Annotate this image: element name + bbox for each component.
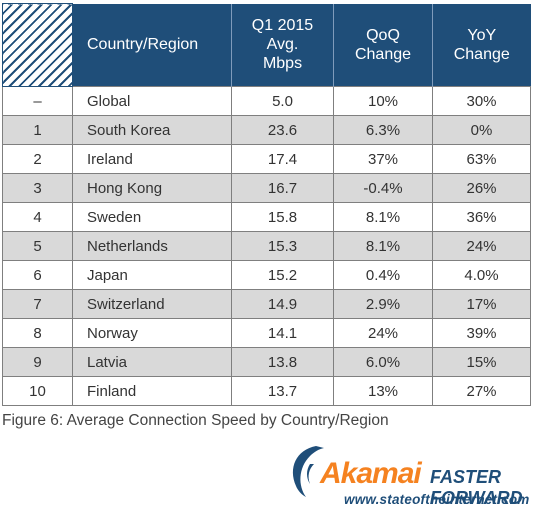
qoq-change-cell: 6.3% <box>333 115 433 145</box>
rank-cell: 1 <box>2 115 73 145</box>
avg-speed-cell: 16.7 <box>231 173 334 203</box>
country-cell: Finland <box>72 376 232 406</box>
table-row: 3 Hong Kong 16.7 -0.4% 26% <box>2 173 531 203</box>
avg-speed-cell: 23.6 <box>231 115 334 145</box>
qoq-change-cell: 37% <box>333 144 433 174</box>
country-cell: Norway <box>72 318 232 348</box>
qoq-change-cell: 8.1% <box>333 231 433 261</box>
rank-cell: 6 <box>2 260 73 290</box>
table-row: 8 Norway 14.1 24% 39% <box>2 318 531 348</box>
country-cell: Switzerland <box>72 289 232 319</box>
akamai-branding: Akamai FASTER FORWARD www.stateoftheinte… <box>286 440 556 508</box>
yoy-change-cell: 36% <box>432 202 531 232</box>
yoy-change-cell: 39% <box>432 318 531 348</box>
table-row: 7 Switzerland 14.9 2.9% 17% <box>2 289 531 319</box>
avg-speed-cell: 5.0 <box>231 86 334 116</box>
yoy-change-cell: 0% <box>432 115 531 145</box>
akamai-swoosh-icon <box>292 446 324 497</box>
qoq-change-cell: 6.0% <box>333 347 433 377</box>
rank-cell: 3 <box>2 173 73 203</box>
qoq-change-cell: 2.9% <box>333 289 433 319</box>
country-cell: Ireland <box>72 144 232 174</box>
yoy-change-cell: 27% <box>432 376 531 406</box>
table-row: 5 Netherlands 15.3 8.1% 24% <box>2 231 531 261</box>
column-header-country: Country/Region <box>72 3 232 87</box>
table-row: 1 South Korea 23.6 6.3% 0% <box>2 115 531 145</box>
speed-table: Country/Region Q1 2015 Avg. Mbps QoQ Cha… <box>2 3 531 406</box>
rank-cell: 10 <box>2 376 73 406</box>
akamai-logo-text: Akamai <box>320 457 422 490</box>
rank-cell: 4 <box>2 202 73 232</box>
country-cell: Latvia <box>72 347 232 377</box>
qoq-change-cell: 13% <box>333 376 433 406</box>
table-row: 4 Sweden 15.8 8.1% 36% <box>2 202 531 232</box>
rank-cell: – <box>2 86 73 116</box>
table-row: 10 Finland 13.7 13% 27% <box>2 376 531 406</box>
country-cell: Sweden <box>72 202 232 232</box>
hatched-corner-cell <box>2 3 73 87</box>
country-cell: Netherlands <box>72 231 232 261</box>
rank-cell: 7 <box>2 289 73 319</box>
tagline: FASTER FORWARD <box>430 467 523 508</box>
yoy-change-cell: 4.0% <box>432 260 531 290</box>
table-row: 9 Latvia 13.8 6.0% 15% <box>2 347 531 377</box>
yoy-change-cell: 30% <box>432 86 531 116</box>
avg-speed-cell: 15.2 <box>231 260 334 290</box>
rank-cell: 9 <box>2 347 73 377</box>
rank-cell: 5 <box>2 231 73 261</box>
country-cell: South Korea <box>72 115 232 145</box>
country-cell: Hong Kong <box>72 173 232 203</box>
country-cell: Japan <box>72 260 232 290</box>
rank-cell: 2 <box>2 144 73 174</box>
table-body: – Global 5.0 10% 30% 1 South Korea 23.6 6.3% 0% 2 I… <box>2 86 531 406</box>
column-header-avg-speed: Q1 2015 Avg. Mbps <box>231 3 334 87</box>
avg-speed-cell: 13.8 <box>231 347 334 377</box>
yoy-change-cell: 63% <box>432 144 531 174</box>
qoq-change-cell: 24% <box>333 318 433 348</box>
country-cell: Global <box>72 86 232 116</box>
table-header-row: Country/Region Q1 2015 Avg. Mbps QoQ Cha… <box>2 3 531 87</box>
qoq-change-cell: 8.1% <box>333 202 433 232</box>
avg-speed-cell: 15.3 <box>231 231 334 261</box>
avg-speed-cell: 14.1 <box>231 318 334 348</box>
figure-caption: Figure 6: Average Connection Speed by Co… <box>2 412 389 429</box>
avg-speed-cell: 15.8 <box>231 202 334 232</box>
qoq-change-cell: 0.4% <box>333 260 433 290</box>
yoy-change-cell: 26% <box>432 173 531 203</box>
yoy-change-cell: 17% <box>432 289 531 319</box>
avg-speed-cell: 14.9 <box>231 289 334 319</box>
avg-speed-cell: 17.4 <box>231 144 334 174</box>
column-header-yoy: YoY Change <box>432 3 531 87</box>
yoy-change-cell: 15% <box>432 347 531 377</box>
yoy-change-cell: 24% <box>432 231 531 261</box>
website-link[interactable]: www.stateoftheinternet.com <box>344 492 530 507</box>
table-row: 6 Japan 15.2 0.4% 4.0% <box>2 260 531 290</box>
table-row: – Global 5.0 10% 30% <box>2 86 531 116</box>
rank-cell: 8 <box>2 318 73 348</box>
qoq-change-cell: 10% <box>333 86 433 116</box>
qoq-change-cell: -0.4% <box>333 173 433 203</box>
table-row: 2 Ireland 17.4 37% 63% <box>2 144 531 174</box>
column-header-qoq: QoQ Change <box>333 3 433 87</box>
avg-speed-cell: 13.7 <box>231 376 334 406</box>
